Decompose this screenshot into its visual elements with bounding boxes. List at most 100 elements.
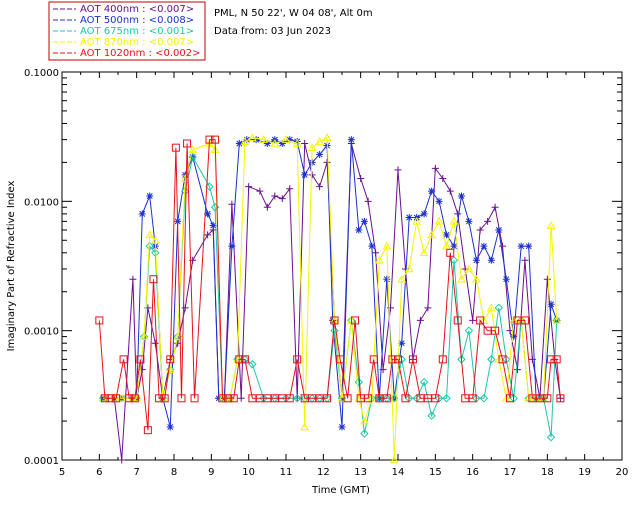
data-point: [382, 394, 391, 403]
data-point: [151, 248, 160, 258]
data-point: [205, 135, 214, 144]
data-point: [521, 256, 529, 264]
data-point: [171, 143, 180, 152]
axis-ticks: 5 6 7 8 9 10 11 12 13 14 15 16 17 18 19 20 0.0001 0.0010 0…: [24, 68, 628, 478]
data-point: [543, 275, 551, 283]
data-point: [330, 316, 339, 325]
data-point: [401, 394, 410, 403]
legend: AOT 400nm : <0.007>AOT 500nm : <0.008>AO…: [53, 4, 200, 59]
site-info: PML, N 50 22', W 04 08', Alt 0m: [214, 8, 373, 19]
legend-label: AOT 400nm : <0.007>: [80, 4, 194, 15]
x-tick-label: 5: [59, 467, 65, 478]
data-point: [454, 210, 462, 218]
data-point: [125, 394, 134, 403]
data-point: [177, 394, 186, 403]
data-point: [252, 136, 260, 144]
data-point: [316, 151, 324, 159]
x-tick-label: 11: [280, 467, 293, 478]
data-point: [457, 274, 466, 283]
data-point: [204, 210, 212, 218]
data-point: [183, 139, 192, 148]
data-point: [278, 140, 286, 148]
data-point: [382, 241, 392, 250]
data-point: [146, 192, 154, 200]
data-point: [271, 192, 279, 200]
data-point: [472, 256, 480, 264]
data-point: [547, 300, 555, 308]
data-point: [190, 394, 199, 403]
data-point: [360, 429, 369, 438]
data-point: [420, 210, 428, 218]
y-axis-title: Imaginary Part of Refractive Index: [6, 181, 17, 352]
data-point: [166, 423, 174, 431]
data-point: [143, 426, 152, 435]
y-tick-label: 0.1000: [24, 68, 59, 79]
data-point: [506, 394, 514, 403]
data-point: [450, 242, 458, 250]
data-point: [476, 226, 484, 234]
data-point: [354, 377, 364, 387]
data-point: [119, 355, 128, 364]
data-point: [397, 274, 407, 283]
data-point: [95, 316, 104, 325]
data-point: [218, 394, 227, 403]
data-point: [486, 303, 496, 312]
data-point: [316, 183, 324, 191]
data-point: [245, 183, 253, 191]
data-point: [322, 133, 332, 142]
x-tick-label: 7: [133, 467, 139, 478]
y-tick-label: 0.0100: [24, 197, 59, 208]
data-point: [428, 187, 436, 195]
series-line: [103, 137, 558, 461]
data-point: [229, 394, 238, 403]
series-3: [98, 133, 562, 464]
data-point: [419, 248, 429, 257]
data-point: [479, 394, 489, 403]
legend-label: AOT 500nm : <0.008>: [80, 15, 194, 26]
data-point: [546, 433, 556, 442]
data-point: [188, 152, 197, 162]
data-point: [112, 394, 121, 403]
data-point: [293, 138, 301, 146]
data-point: [228, 242, 236, 250]
data-point: [235, 355, 244, 364]
data-point: [330, 326, 339, 335]
data-point: [336, 355, 345, 364]
series-layer: [95, 133, 565, 464]
data-point: [286, 136, 294, 144]
data-point: [151, 339, 159, 347]
data-point: [301, 140, 309, 148]
data-point: [525, 242, 533, 250]
data-point: [130, 394, 139, 403]
data-point: [237, 394, 245, 402]
data-point: [263, 203, 271, 211]
x-tick-label: 18: [541, 467, 554, 478]
data-point: [388, 355, 397, 364]
x-tick-label: 17: [504, 467, 517, 478]
data-point: [439, 175, 447, 183]
data-point: [145, 241, 154, 251]
data-point: [204, 231, 212, 239]
data-point: [256, 187, 264, 195]
data-point: [494, 303, 504, 313]
data-point: [301, 171, 309, 179]
data-point: [546, 221, 556, 229]
data-point: [416, 316, 424, 324]
data-point: [465, 217, 473, 225]
data-point: [502, 275, 510, 283]
x-tick-label: 14: [392, 467, 405, 478]
data-point: [404, 264, 414, 273]
date-info: Data from: 03 Jun 2023: [214, 26, 331, 37]
data-point: [347, 136, 355, 144]
data-point: [150, 235, 160, 244]
data-point: [431, 394, 440, 403]
x-tick-label: 8: [171, 467, 177, 478]
data-point: [556, 394, 565, 403]
data-point: [357, 175, 365, 183]
data-point: [360, 217, 368, 225]
data-point: [552, 355, 561, 364]
x-axis-title: Time (GMT): [311, 485, 370, 496]
data-point: [307, 143, 317, 151]
data-point: [355, 226, 363, 234]
